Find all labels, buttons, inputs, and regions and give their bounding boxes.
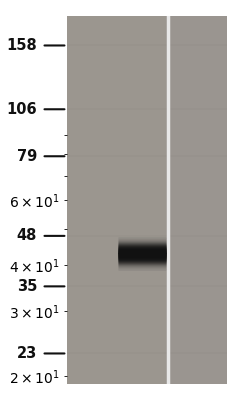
Text: 23: 23 (17, 346, 37, 361)
Text: 48: 48 (17, 228, 37, 243)
Bar (67, 16, 165, 384)
Text: 158: 158 (6, 38, 37, 53)
Text: 106: 106 (6, 102, 37, 117)
Text: 35: 35 (17, 279, 37, 294)
Text: 79: 79 (17, 149, 37, 164)
